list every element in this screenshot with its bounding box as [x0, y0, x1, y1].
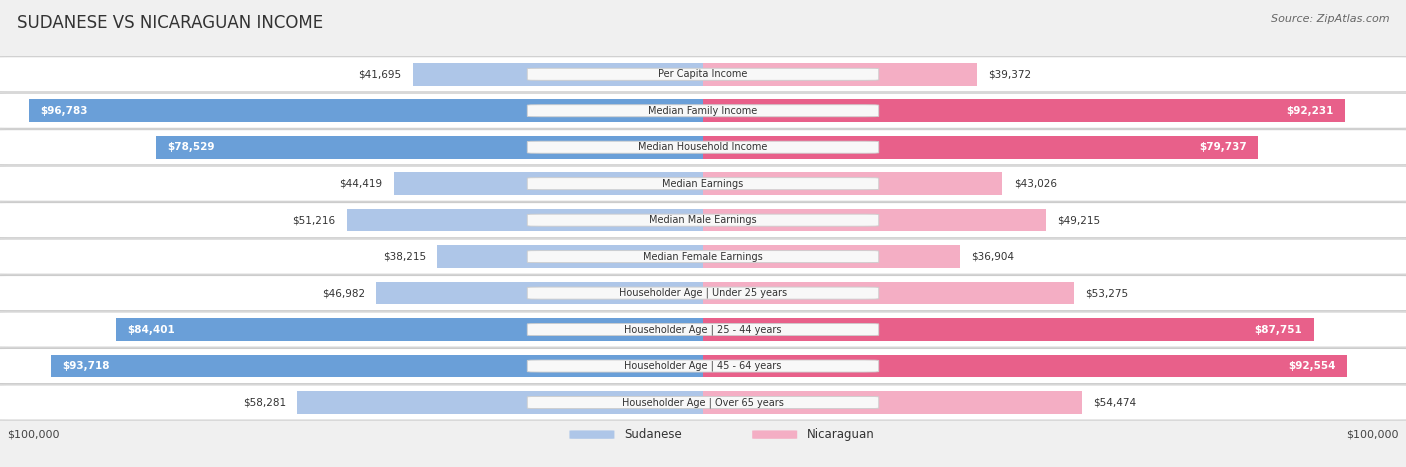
FancyBboxPatch shape [527, 251, 879, 262]
Text: $58,281: $58,281 [243, 397, 287, 408]
FancyBboxPatch shape [569, 431, 614, 439]
FancyBboxPatch shape [527, 360, 879, 372]
Text: Householder Age | Over 65 years: Householder Age | Over 65 years [621, 397, 785, 408]
FancyBboxPatch shape [527, 141, 879, 153]
Text: $44,419: $44,419 [339, 179, 382, 189]
FancyBboxPatch shape [0, 385, 1406, 420]
Text: $46,982: $46,982 [322, 288, 364, 298]
Bar [703, 318, 1313, 341]
Bar [346, 209, 703, 232]
FancyBboxPatch shape [0, 93, 1406, 128]
FancyBboxPatch shape [0, 239, 1406, 274]
FancyBboxPatch shape [0, 348, 1406, 383]
Text: $96,783: $96,783 [41, 106, 89, 116]
Bar [298, 391, 703, 414]
Text: Source: ZipAtlas.com: Source: ZipAtlas.com [1271, 14, 1389, 24]
FancyBboxPatch shape [527, 287, 879, 299]
Text: $36,904: $36,904 [972, 252, 1014, 262]
Bar [394, 172, 703, 195]
Text: $41,695: $41,695 [359, 69, 402, 79]
Text: $92,554: $92,554 [1288, 361, 1336, 371]
Text: $38,215: $38,215 [382, 252, 426, 262]
FancyBboxPatch shape [752, 431, 797, 439]
Bar [703, 209, 1046, 232]
Bar [115, 318, 703, 341]
FancyBboxPatch shape [527, 177, 879, 190]
Bar [375, 282, 703, 304]
Bar [703, 391, 1083, 414]
Bar [413, 63, 703, 85]
Bar [703, 99, 1346, 122]
Text: $93,718: $93,718 [62, 361, 110, 371]
Text: Householder Age | Under 25 years: Householder Age | Under 25 years [619, 288, 787, 298]
Text: Householder Age | 45 - 64 years: Householder Age | 45 - 64 years [624, 361, 782, 371]
Text: $78,529: $78,529 [167, 142, 215, 152]
Bar [703, 245, 960, 268]
Bar [703, 355, 1347, 377]
Text: $51,216: $51,216 [292, 215, 335, 225]
Text: SUDANESE VS NICARAGUAN INCOME: SUDANESE VS NICARAGUAN INCOME [17, 14, 323, 32]
Bar [156, 136, 703, 158]
FancyBboxPatch shape [527, 68, 879, 80]
Text: $49,215: $49,215 [1057, 215, 1099, 225]
Text: Median Earnings: Median Earnings [662, 179, 744, 189]
FancyBboxPatch shape [0, 312, 1406, 347]
Text: $43,026: $43,026 [1014, 179, 1057, 189]
Text: $79,737: $79,737 [1199, 142, 1247, 152]
Text: $100,000: $100,000 [7, 430, 59, 439]
FancyBboxPatch shape [527, 214, 879, 226]
Text: $53,275: $53,275 [1085, 288, 1128, 298]
Bar [703, 63, 977, 85]
Text: Per Capita Income: Per Capita Income [658, 69, 748, 79]
Bar [703, 282, 1074, 304]
FancyBboxPatch shape [0, 130, 1406, 165]
Bar [703, 172, 1002, 195]
Text: Median Male Earnings: Median Male Earnings [650, 215, 756, 225]
Text: Sudanese: Sudanese [624, 428, 682, 441]
FancyBboxPatch shape [0, 166, 1406, 201]
Bar [703, 136, 1258, 158]
FancyBboxPatch shape [527, 105, 879, 117]
Text: $54,474: $54,474 [1094, 397, 1136, 408]
FancyBboxPatch shape [0, 276, 1406, 311]
Bar [437, 245, 703, 268]
Text: $87,751: $87,751 [1254, 325, 1302, 334]
Text: Median Household Income: Median Household Income [638, 142, 768, 152]
FancyBboxPatch shape [0, 203, 1406, 238]
FancyBboxPatch shape [527, 396, 879, 409]
Text: Median Family Income: Median Family Income [648, 106, 758, 116]
Text: $100,000: $100,000 [1347, 430, 1399, 439]
Text: $92,231: $92,231 [1286, 106, 1334, 116]
Text: Nicaraguan: Nicaraguan [807, 428, 875, 441]
Bar [51, 355, 703, 377]
FancyBboxPatch shape [527, 324, 879, 336]
Bar [30, 99, 703, 122]
Text: $39,372: $39,372 [988, 69, 1032, 79]
Text: Median Female Earnings: Median Female Earnings [643, 252, 763, 262]
Text: Householder Age | 25 - 44 years: Householder Age | 25 - 44 years [624, 324, 782, 335]
FancyBboxPatch shape [0, 57, 1406, 92]
Text: $84,401: $84,401 [127, 325, 174, 334]
